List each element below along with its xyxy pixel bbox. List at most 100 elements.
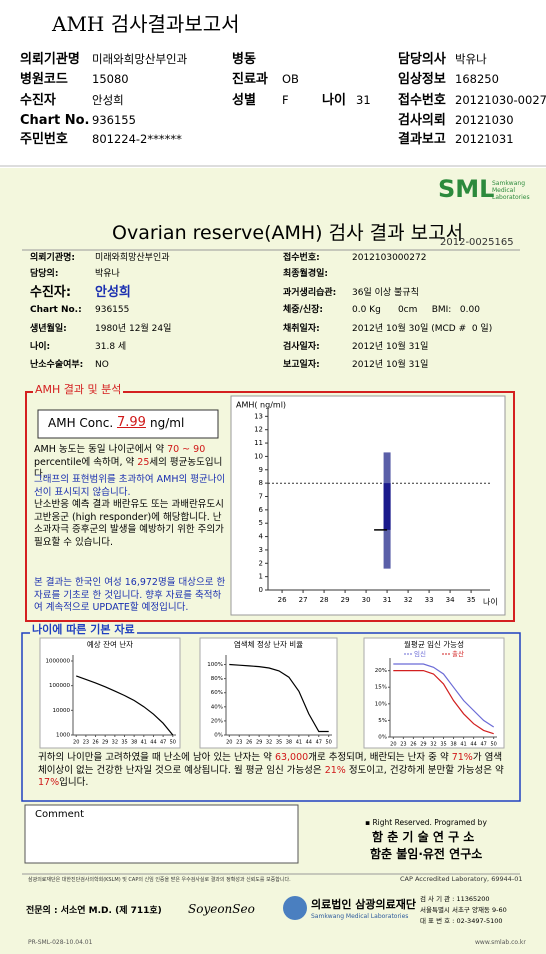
info-value: 2012년 10월 31일 (352, 360, 429, 370)
y-tick-label: 1 (259, 573, 263, 581)
info-label: 보고일자: (283, 360, 320, 370)
mini-title: 예상 잔여 난자 (87, 639, 133, 649)
certification: 삼광의료재단은 대한진단검사의학회(KSLM) 및 CAP의 신임 인증을 받은… (28, 877, 291, 883)
text: 정도이고, 건강하게 분만할 가능성은 약 (345, 764, 504, 776)
highlight: 70 ~ 90 (167, 444, 206, 455)
mini-x-tick-label: 26 (92, 740, 98, 746)
mini-line (393, 670, 494, 735)
field-value: OB (282, 72, 299, 86)
mini-x-tick-label: 23 (83, 740, 89, 746)
org-en: Samkwang Medical Laboratories (311, 913, 409, 920)
mini-y-tick-label: 10000 (53, 708, 71, 714)
section-title: 나이에 따른 기본 자료 (30, 623, 137, 637)
logo-sub: Samkwang Medical Laboratories (492, 180, 530, 202)
mini-frame (199, 637, 338, 749)
text: 세의 평균농도입니다. (34, 456, 223, 481)
mini-x-tick-label: 32 (112, 740, 118, 746)
info-value: 미래와희망산부인과 (95, 253, 170, 263)
info-label: 의뢰기관명: (30, 253, 75, 263)
mini-x-tick-label: 38 (131, 740, 137, 746)
mini-y-tick-label: 20% (375, 668, 387, 674)
field-label: 임상정보 (398, 72, 446, 87)
mini-line (393, 663, 495, 728)
info-label: 생년월일: (30, 324, 67, 334)
doctor: 전문의 : 서소연 M.D. (제 711호) (26, 906, 162, 916)
field-label: 접수번호 (398, 93, 446, 108)
mini-x-tick-label: 29 (102, 740, 108, 746)
text: 귀하의 나이만을 고려하였을 때 난소에 남아 있는 난자는 약 (38, 752, 275, 763)
x-tick-label: 27 (299, 596, 308, 604)
info-value: 2012103000272 (352, 253, 427, 263)
amh-unit: ng/ml (150, 416, 185, 430)
mini-x-tick-label: 41 (141, 740, 147, 746)
info-value: 박유나 (95, 269, 120, 279)
x-tick-label: 33 (425, 596, 434, 604)
y-tick-label: 5 (259, 519, 263, 527)
mini-line (229, 663, 329, 733)
text: 난소반응 예측 결과 배란유도 또는 과배란유도시 고반응군 (high res… (34, 499, 224, 548)
field-value: 801224-2****** (92, 132, 182, 146)
amh-label: AMH Conc. (48, 416, 114, 430)
mini-y-tick-label: 5% (378, 718, 387, 724)
field-label: 성별 (232, 93, 256, 108)
amh-conc-box (37, 409, 219, 439)
field-label: 주민번호 (20, 132, 68, 147)
info-label: 체중/신장: (283, 305, 324, 315)
field-value: 안성희 (92, 93, 124, 107)
info-label: 난소수술여부: (30, 360, 84, 370)
highlight: 17% (38, 777, 60, 788)
x-tick-label: 26 (278, 596, 287, 604)
mini-y-tick-label: 1000 (56, 733, 70, 739)
address: 검 사 기 관 : 11365200 (420, 895, 490, 903)
field-value: 20121030 (455, 113, 514, 127)
mini-frame (39, 637, 181, 749)
amh-value: 7.99 (117, 415, 146, 430)
address: 대 표 번 호 : 02-3497-5100 (420, 917, 503, 925)
x-tick-label: 34 (446, 596, 455, 604)
mini-y-tick-label: 100% (207, 662, 223, 668)
info-value: NO (95, 360, 109, 370)
y-tick-label: 2 (259, 559, 263, 567)
amh-box (25, 391, 515, 622)
info-label: 담당의: (30, 269, 59, 279)
x-tick-label: 29 (341, 596, 350, 604)
field-value: 20121031 (455, 132, 514, 146)
y-tick-label: 4 (259, 533, 264, 541)
text: 입니다. (59, 777, 89, 788)
info-value: 936155 (95, 305, 130, 315)
x-tick-label: 32 (404, 596, 413, 604)
field-label: 나이 (322, 93, 346, 108)
highlight: 71% (451, 752, 473, 763)
y-tick-label: 8 (259, 479, 263, 487)
amh-chart-frame (230, 395, 506, 616)
text: 가 염색체이상이 없는 건강한 난자일 것으로 예상됩니다. 월 평균 임신 가… (38, 752, 503, 776)
info-label: 접수번호: (283, 253, 320, 263)
text: percentile에 속하며, 약 (34, 456, 138, 468)
y-tick-label: 12 (254, 426, 263, 434)
credit-note: ▪ Right Reserved. Programed by (365, 818, 487, 827)
mini-x-tick-label: 50 (326, 740, 332, 746)
page-title: AMH 검사결과보고서 (52, 12, 240, 36)
org: 의료법인 삼광의료재단 (311, 898, 417, 911)
x-tick-label: 28 (320, 596, 329, 604)
y-tick-label: 3 (259, 546, 263, 554)
x-axis-label: 나이 (483, 597, 498, 607)
info-label: 채취일자: (283, 324, 320, 334)
mini-x-tick-label: 50 (490, 742, 496, 748)
mini-x-tick-label: 20 (226, 740, 232, 746)
mini-y-tick-label: 15% (375, 685, 387, 691)
text: 본 결과는 한국인 여성 16,972명을 대상으로 한 자료를 기초로 한 것… (34, 577, 226, 613)
mini-x-tick-label: 44 (306, 740, 312, 746)
info-value: 0.0 Kg 0cm BMI: 0.00 (352, 305, 480, 315)
iqr-bar (383, 483, 391, 530)
info-value: 1980년 12월 24일 (95, 324, 172, 334)
mini-x-tick-label: 26 (246, 740, 252, 746)
signature: SoyeonSeo (188, 902, 255, 916)
mini-x-tick-label: 23 (236, 740, 242, 746)
mini-x-tick-label: 35 (121, 740, 127, 746)
info-label: 과거생리습관: (283, 288, 337, 298)
mini-title: 월평균 임신 가능성 (404, 639, 464, 649)
text: 개로 추정되며, 배란되는 난자 중 약 (308, 752, 452, 763)
highlight: 63,000 (274, 752, 309, 763)
